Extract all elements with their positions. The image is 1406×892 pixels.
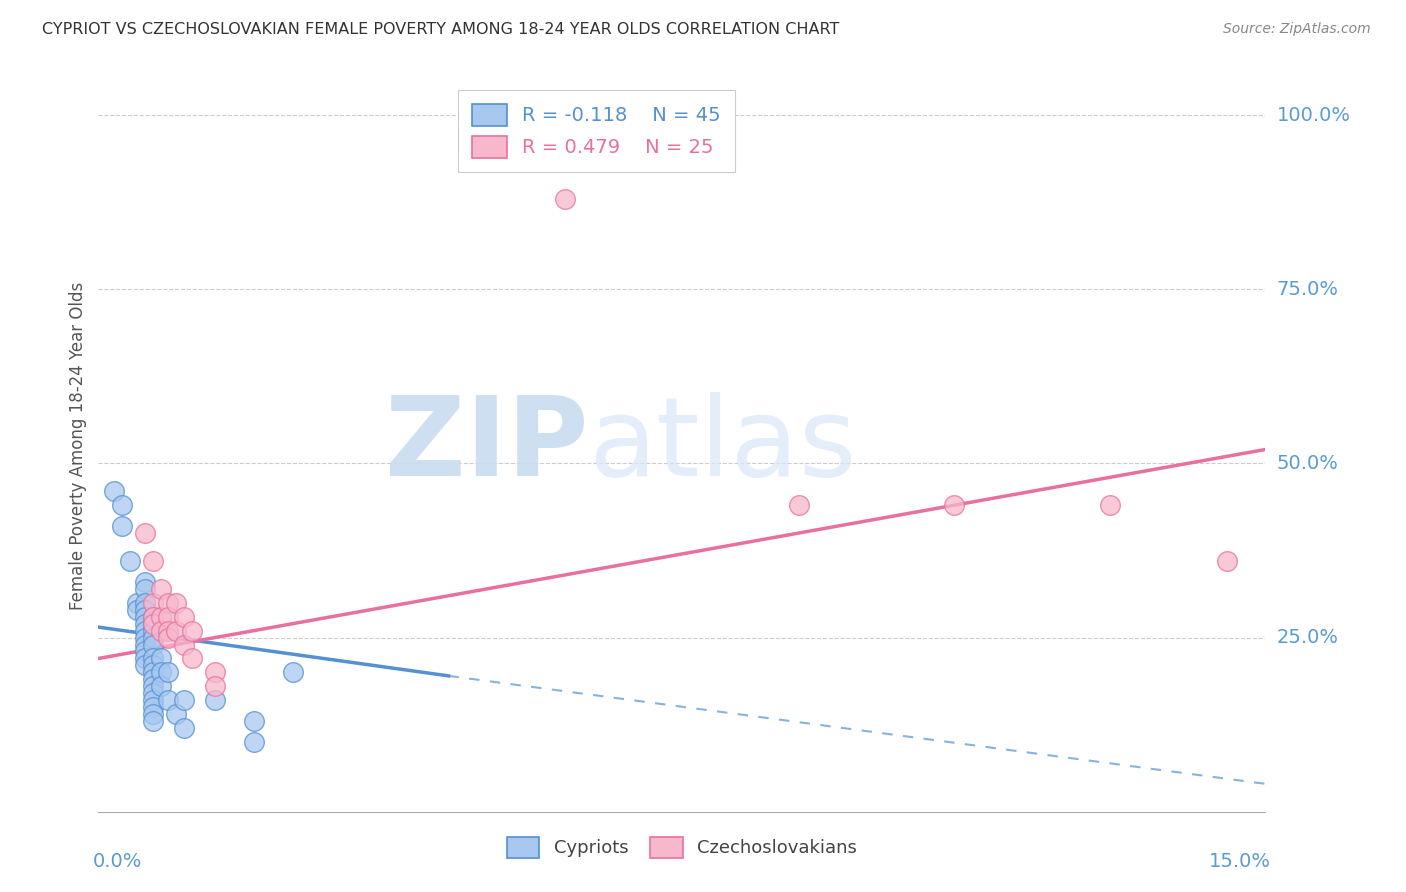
Point: [173, 638, 195, 652]
Text: atlas: atlas: [589, 392, 858, 500]
Point: [142, 651, 165, 665]
Point: [111, 519, 134, 533]
Point: [142, 554, 165, 568]
Y-axis label: Female Poverty Among 18-24 Year Olds: Female Poverty Among 18-24 Year Olds: [69, 282, 87, 610]
Point: [180, 651, 202, 665]
Point: [1215, 554, 1237, 568]
Point: [165, 707, 187, 722]
Point: [118, 554, 141, 568]
Point: [134, 582, 156, 596]
Point: [165, 596, 187, 610]
Point: [142, 616, 165, 631]
Point: [204, 693, 226, 707]
Text: 15.0%: 15.0%: [1209, 852, 1271, 871]
Point: [142, 609, 165, 624]
Point: [149, 582, 172, 596]
Point: [149, 609, 172, 624]
Point: [142, 665, 165, 680]
Point: [111, 498, 134, 512]
Point: [134, 658, 156, 673]
Point: [554, 192, 576, 206]
Point: [134, 574, 156, 589]
Point: [165, 624, 187, 638]
Point: [142, 714, 165, 728]
Point: [204, 679, 226, 693]
Point: [142, 616, 165, 631]
Point: [142, 631, 165, 645]
Point: [173, 609, 195, 624]
Point: [173, 721, 195, 735]
Point: [157, 596, 180, 610]
Text: 100.0%: 100.0%: [1277, 105, 1351, 125]
Text: 0.0%: 0.0%: [93, 852, 142, 871]
Point: [281, 665, 304, 680]
Point: [787, 498, 810, 512]
Point: [149, 651, 172, 665]
Point: [142, 693, 165, 707]
Point: [157, 665, 180, 680]
Point: [204, 665, 226, 680]
Point: [243, 735, 266, 749]
Point: [142, 707, 165, 722]
Legend: Cypriots, Czechoslovakians: Cypriots, Czechoslovakians: [496, 826, 868, 869]
Point: [127, 603, 149, 617]
Text: 75.0%: 75.0%: [1277, 280, 1339, 299]
Point: [142, 658, 165, 673]
Point: [157, 631, 180, 645]
Point: [134, 609, 156, 624]
Point: [1098, 498, 1121, 512]
Point: [149, 679, 172, 693]
Point: [149, 665, 172, 680]
Point: [180, 624, 202, 638]
Point: [142, 609, 165, 624]
Point: [142, 700, 165, 714]
Point: [157, 624, 180, 638]
Point: [142, 679, 165, 693]
Point: [142, 624, 165, 638]
Point: [103, 484, 125, 499]
Point: [134, 603, 156, 617]
Point: [134, 651, 156, 665]
Text: Source: ZipAtlas.com: Source: ZipAtlas.com: [1223, 22, 1371, 37]
Text: 25.0%: 25.0%: [1277, 628, 1339, 647]
Point: [134, 631, 156, 645]
Point: [142, 638, 165, 652]
Point: [142, 596, 165, 610]
Point: [134, 638, 156, 652]
Point: [134, 596, 156, 610]
Point: [134, 526, 156, 541]
Point: [134, 644, 156, 658]
Point: [134, 624, 156, 638]
Point: [134, 616, 156, 631]
Point: [157, 693, 180, 707]
Point: [157, 609, 180, 624]
Point: [142, 673, 165, 687]
Point: [943, 498, 966, 512]
Point: [142, 686, 165, 700]
Point: [127, 596, 149, 610]
Text: 50.0%: 50.0%: [1277, 454, 1339, 473]
Point: [243, 714, 266, 728]
Point: [149, 624, 172, 638]
Point: [173, 693, 195, 707]
Text: CYPRIOT VS CZECHOSLOVAKIAN FEMALE POVERTY AMONG 18-24 YEAR OLDS CORRELATION CHAR: CYPRIOT VS CZECHOSLOVAKIAN FEMALE POVERT…: [42, 22, 839, 37]
Text: ZIP: ZIP: [385, 392, 589, 500]
